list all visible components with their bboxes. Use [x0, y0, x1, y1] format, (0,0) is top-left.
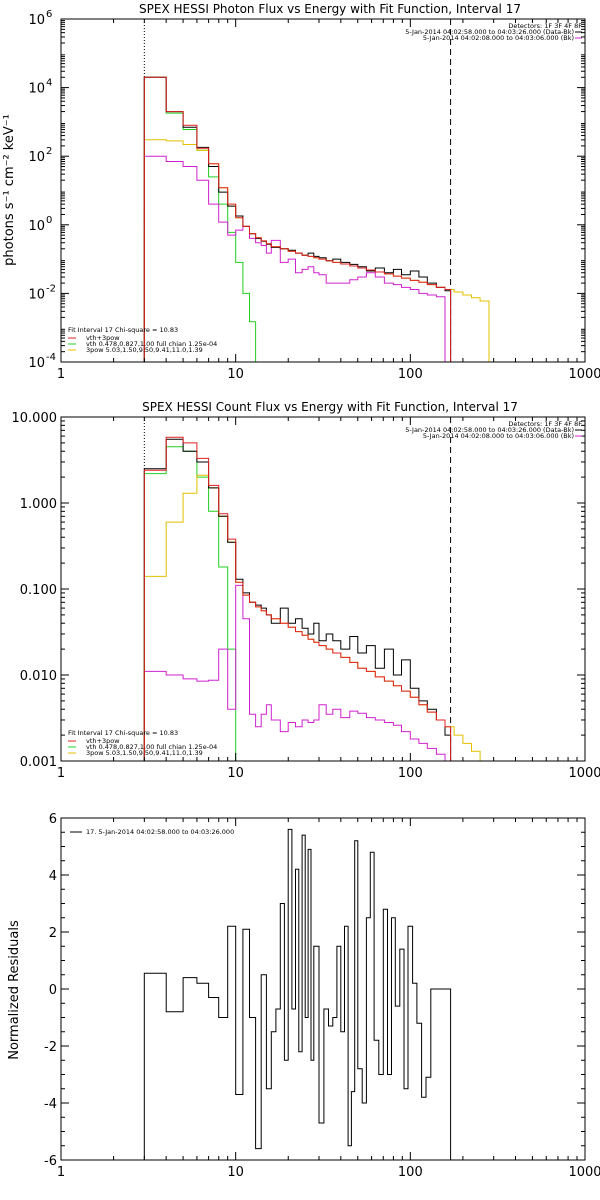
series-total	[143, 436, 452, 761]
legend-entry-thermal: vth 0.478,0.827,1.00 full chian 1.25e-04	[86, 743, 217, 751]
plot-frame	[60, 18, 586, 363]
x-tick-label: 100	[398, 367, 423, 382]
y-tick-label: -2	[44, 1040, 57, 1055]
series-power	[143, 139, 490, 362]
legend-entry-residuals: 17. 5-Jan-2014 04:02:58.000 to 04:03:26.…	[86, 828, 234, 836]
series-background	[143, 155, 451, 363]
plot-area	[143, 417, 489, 762]
x-tick-label: 1000	[568, 367, 600, 382]
series-data	[143, 76, 452, 362]
legend-entry-data: 5-Jan-2014 04:02:58.000 to 04:03:26.000 …	[405, 426, 574, 434]
y-tick-exponent: 0	[46, 215, 52, 226]
plot-frame	[60, 416, 586, 762]
y-tick-label: 6	[49, 812, 57, 827]
legend-fit-header: Fit Interval 17 Chi-square = 10.83	[68, 326, 178, 334]
legend-entry-data: 5-Jan-2014 04:02:58.000 to 04:03:26.000 …	[405, 28, 574, 36]
legend-entry-power: 3pow 5.03,1.50,9.50,9.41,11.0,1.39	[86, 346, 203, 354]
series-power	[143, 474, 489, 762]
legend-top-right: Detectors: 1F 3F 4F 8F 5-Jan-2014 04:02:…	[405, 22, 582, 42]
series-total	[143, 76, 452, 362]
y-tick-label: 10	[28, 356, 45, 371]
y-tick-exponent: 2	[46, 146, 52, 157]
legend-entry-total: vth+3pow	[86, 737, 120, 745]
y-tick-label: 10	[28, 219, 45, 234]
y-axis-label: Normalized Residuals	[7, 920, 22, 1060]
x-axis: 1 10 100 1000	[57, 818, 600, 1180]
panel-residuals: 1 10 100 1000 -6 -4 -2 0 2 4 6 Normalized Residua…	[7, 812, 600, 1180]
legend-entry-total: vth+3pow	[86, 334, 120, 342]
chart-title: SPEX HESSI Photon Flux vs Energy with Fi…	[139, 2, 521, 16]
chart-title: SPEX HESSI Count Flux vs Energy with Fit…	[142, 400, 518, 414]
legend-top-left: 17. 5-Jan-2014 04:02:58.000 to 04:03:26.…	[70, 828, 234, 836]
y-tick-label: 10.000	[12, 411, 58, 426]
plot-frame	[60, 817, 586, 1161]
y-tick-label: 0	[49, 983, 57, 998]
x-tick-label: 100	[398, 766, 423, 781]
legend-entry-background: 5-Jan-2014 04:02:08.000 to 04:03:06.000 …	[423, 34, 574, 42]
y-tick-label: 10	[28, 150, 45, 165]
series-data	[143, 438, 452, 761]
legend-bottom-left: Fit Interval 17 Chi-square = 10.83 vth+3…	[68, 326, 217, 354]
legend-bottom-left: Fit Interval 17 Chi-square = 10.83 vth+3…	[68, 729, 217, 757]
legend-fit-header: Fit Interval 17 Chi-square = 10.83	[68, 729, 178, 737]
plot-area	[143, 828, 452, 1160]
x-tick-label: 1	[57, 1165, 65, 1180]
y-tick-label: 4	[49, 869, 57, 884]
series-background	[143, 584, 451, 762]
y-tick-label: 1.000	[20, 497, 57, 512]
y-tick-exponent: 6	[46, 9, 52, 20]
x-axis: 1 10 100 1000	[57, 417, 600, 781]
y-tick-label: 10	[28, 13, 45, 28]
x-axis: 1 10 100 1000	[57, 19, 600, 382]
legend-header: Detectors: 1F 3F 4F 8F	[508, 22, 582, 30]
series-thermal	[143, 76, 257, 362]
y-tick-exponent: -2	[46, 283, 56, 294]
y-tick-label: 10	[28, 287, 45, 302]
series-residuals	[143, 828, 452, 1160]
y-tick-exponent: 4	[46, 78, 52, 89]
legend-entry-background: 5-Jan-2014 04:02:08.000 to 04:03:06.000 …	[423, 432, 574, 440]
x-tick-label: 100	[398, 1165, 423, 1180]
y-axis: -6 -4 -2 0 2 4 6	[44, 812, 585, 1169]
y-tick-label: -4	[44, 1097, 57, 1112]
y-tick-label: 0.010	[20, 669, 57, 684]
plot-area	[143, 19, 490, 363]
x-tick-label: 10	[227, 766, 244, 781]
y-tick-label: 10	[28, 82, 45, 97]
x-tick-label: 1	[57, 367, 65, 382]
y-tick-label: -6	[44, 1154, 57, 1169]
legend-entry-thermal: vth 0.478,0.827,1.00 full chian 1.25e-04	[86, 340, 217, 348]
y-tick-exponent: -4	[46, 352, 56, 363]
legend-top-right: Detectors: 1F 3F 4F 8F 5-Jan-2014 04:02:…	[405, 420, 582, 440]
y-axis-label: photons s⁻¹ cm⁻² keV⁻¹	[2, 114, 17, 266]
panel-count-flux: SPEX HESSI Count Flux vs Energy with Fit…	[12, 400, 600, 781]
x-tick-label: 1000	[568, 1165, 600, 1180]
x-tick-label: 1000	[568, 766, 600, 781]
y-tick-label: 0.001	[20, 755, 57, 770]
legend-entry-power: 3pow 5.03,1.50,9.50,9.41,11.0,1.39	[86, 749, 203, 757]
x-tick-label: 10	[227, 367, 244, 382]
y-tick-label: 0.100	[20, 583, 57, 598]
panel-photon-flux: SPEX HESSI Photon Flux vs Energy with Fi…	[2, 2, 600, 382]
y-axis: 0.001 0.010 0.100 1.000 10.000	[12, 411, 585, 770]
series-thermal	[143, 446, 243, 762]
y-tick-label: 2	[49, 926, 57, 941]
x-tick-label: 10	[227, 1165, 244, 1180]
x-tick-label: 1	[57, 766, 65, 781]
legend-header: Detectors: 1F 3F 4F 8F	[508, 420, 582, 428]
